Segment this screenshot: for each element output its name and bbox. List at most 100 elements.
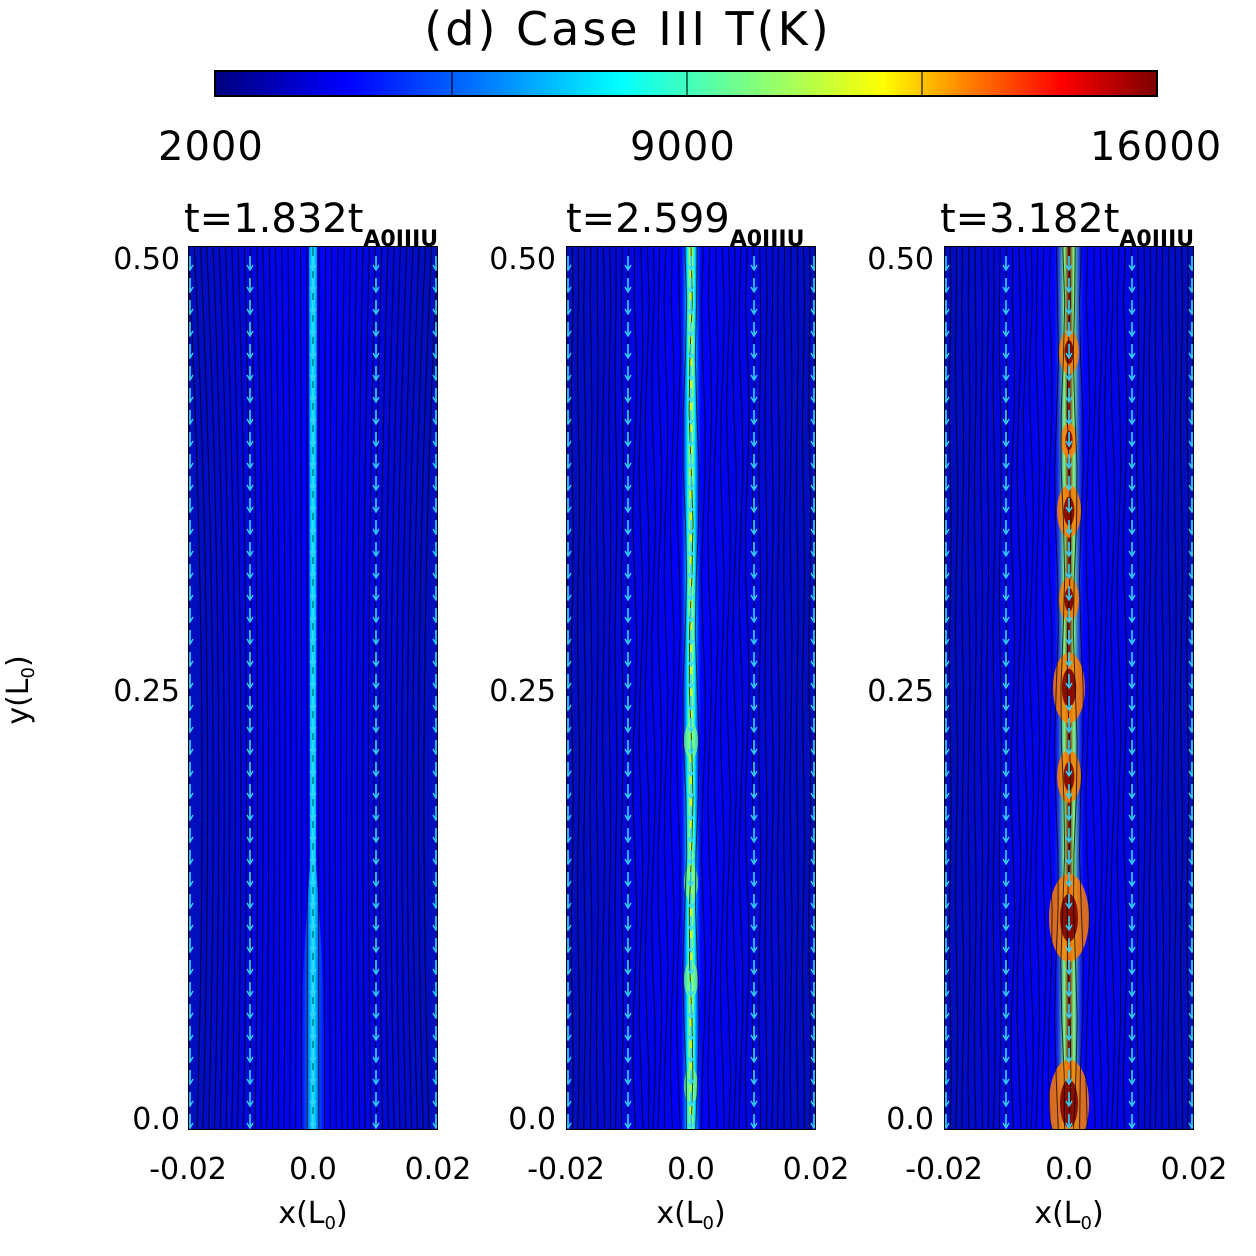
velocity-arrow-head	[810, 858, 816, 866]
velocity-arrow-head	[1188, 902, 1194, 910]
velocity-arrow-head	[188, 1056, 194, 1064]
velocity-arrow-head	[1065, 330, 1073, 338]
velocity-arrow-head	[1128, 594, 1136, 602]
velocity-arrow-head	[944, 704, 950, 712]
velocity-arrow-head	[944, 880, 950, 888]
ytick-3-bot: 0.0	[886, 1102, 934, 1137]
velocity-arrow-head	[309, 572, 317, 580]
velocity-arrow-head	[1128, 1078, 1136, 1086]
velocity-arrow-head	[687, 550, 695, 558]
velocity-arrow-head	[432, 1056, 438, 1064]
velocity-arrow-head	[750, 396, 758, 404]
field-line	[379, 246, 389, 1130]
velocity-arrow-head	[309, 1122, 317, 1130]
velocity-arrow-head	[1002, 638, 1010, 646]
velocity-arrow-head	[566, 946, 572, 954]
velocity-arrow-head	[372, 550, 380, 558]
velocity-arrow-head	[624, 726, 632, 734]
field-line	[345, 246, 351, 1130]
field-line	[1053, 246, 1060, 1130]
velocity-arrow-head	[432, 1122, 438, 1130]
velocity-arrow-head	[750, 638, 758, 646]
velocity-arrow-head	[566, 550, 572, 558]
velocity-arrow-head	[1128, 1034, 1136, 1042]
velocity-arrow-head	[810, 1012, 816, 1020]
velocity-arrow-head	[624, 682, 632, 690]
velocity-arrow-head	[246, 308, 254, 316]
velocity-arrow-head	[309, 1012, 317, 1020]
velocity-arrow-head	[246, 902, 254, 910]
velocity-arrow-head	[1002, 1100, 1010, 1108]
velocity-arrow-head	[750, 858, 758, 866]
field-line	[340, 246, 345, 1130]
velocity-arrow-head	[566, 682, 572, 690]
velocity-arrow-head	[1128, 462, 1136, 470]
heatmap-panel-3	[944, 246, 1194, 1130]
velocity-arrow-head	[1128, 330, 1136, 338]
velocity-arrow-head	[372, 836, 380, 844]
velocity-arrow-head	[1188, 748, 1194, 756]
velocity-arrow-head	[1065, 352, 1073, 360]
field-line	[682, 246, 688, 1130]
velocity-arrow-head	[750, 726, 758, 734]
velocity-arrow-head	[372, 792, 380, 800]
velocity-arrow-head	[188, 682, 194, 690]
velocity-arrow-head	[246, 330, 254, 338]
velocity-arrow-head	[624, 836, 632, 844]
velocity-arrow-head	[246, 1122, 254, 1130]
velocity-arrow-head	[1128, 484, 1136, 492]
velocity-arrow-head	[566, 1078, 572, 1086]
velocity-arrow-head	[624, 1056, 632, 1064]
velocity-arrow-head	[432, 726, 438, 734]
velocity-arrow-head	[309, 990, 317, 998]
velocity-arrow-head	[372, 286, 380, 294]
velocity-arrow-head	[566, 374, 572, 382]
field-line	[281, 246, 286, 1130]
velocity-arrow-head	[687, 528, 695, 536]
velocity-arrow-head	[432, 990, 438, 998]
velocity-arrow-head	[687, 902, 695, 910]
velocity-arrow-head	[246, 748, 254, 756]
field-line	[601, 246, 606, 1130]
velocity-arrow-head	[1188, 1034, 1194, 1042]
field-line	[789, 246, 793, 1130]
velocity-arrow-head	[624, 946, 632, 954]
velocity-arrow-head	[1188, 1056, 1194, 1064]
velocity-arrow-head	[687, 572, 695, 580]
velocity-arrow-head	[624, 902, 632, 910]
velocity-arrow-head	[687, 792, 695, 800]
field-line	[576, 246, 581, 1130]
field-line	[256, 246, 264, 1130]
velocity-arrow-head	[372, 638, 380, 646]
velocity-arrow-head	[309, 814, 317, 822]
velocity-arrow-head	[188, 638, 194, 646]
velocity-arrow-head	[944, 352, 950, 360]
velocity-arrow-head	[188, 726, 194, 734]
field-line	[1097, 246, 1103, 1130]
field-line	[1136, 246, 1140, 1130]
field-line	[287, 246, 292, 1130]
velocity-arrow-head	[687, 858, 695, 866]
velocity-arrow-head	[810, 506, 816, 514]
field-line	[417, 246, 433, 1130]
velocity-arrow-head	[810, 330, 816, 338]
velocity-arrow-head	[566, 594, 572, 602]
velocity-arrow-head	[432, 660, 438, 668]
velocity-arrow-head	[624, 616, 632, 624]
field-line	[1091, 246, 1097, 1130]
velocity-arrow-head	[1065, 550, 1073, 558]
velocity-arrow-head	[246, 1034, 254, 1042]
velocity-arrow-head	[372, 572, 380, 580]
velocity-arrow-head	[750, 748, 758, 756]
velocity-arrow-head	[188, 660, 194, 668]
velocity-arrow-head	[372, 528, 380, 536]
velocity-arrow-head	[309, 946, 317, 954]
velocity-arrow-head	[188, 770, 194, 778]
field-line	[967, 246, 971, 1130]
velocity-arrow-head	[687, 638, 695, 646]
velocity-arrow-head	[1065, 704, 1073, 712]
velocity-arrow-head	[1128, 748, 1136, 756]
velocity-arrow-head	[1188, 264, 1194, 272]
velocity-arrow-head	[309, 638, 317, 646]
field-line	[250, 246, 259, 1130]
